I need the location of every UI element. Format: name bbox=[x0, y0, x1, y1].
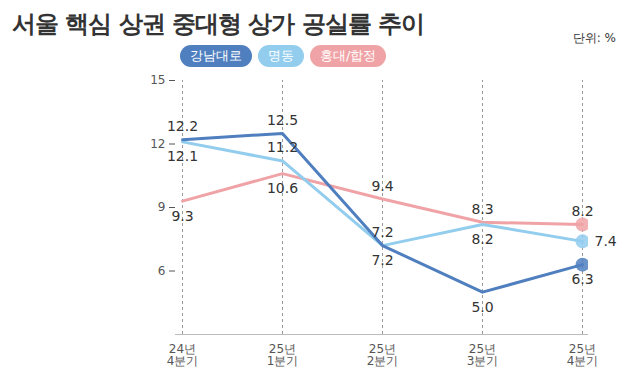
html-text:강남대로: 강남대로 bbox=[190, 48, 242, 63]
svg-text:7.2: 7.2 bbox=[371, 224, 393, 240]
svg-text:5.0: 5.0 bbox=[471, 299, 493, 315]
svg-text:25년1분기: 25년1분기 bbox=[267, 342, 299, 368]
svg-text:8.2: 8.2 bbox=[571, 203, 593, 219]
svg-text:8.3: 8.3 bbox=[471, 201, 493, 217]
svg-text:25년3분기: 25년3분기 bbox=[467, 342, 499, 368]
svg-text:11.2: 11.2 bbox=[267, 139, 298, 155]
svg-text:9.4: 9.4 bbox=[371, 178, 393, 194]
html-text:명동: 명동 bbox=[268, 48, 294, 63]
html-text:서울 핵심 상권 중대형 상가 공실률 추이: 서울 핵심 상권 중대형 상가 공실률 추이 bbox=[12, 10, 425, 38]
svg-text:15: 15 bbox=[150, 73, 165, 87]
svg-text:8.2: 8.2 bbox=[471, 231, 493, 247]
svg-text:7.4: 7.4 bbox=[595, 233, 617, 249]
svg-text:12.1: 12.1 bbox=[167, 148, 198, 164]
svg-text:12.2: 12.2 bbox=[167, 118, 198, 134]
svg-text:6.3: 6.3 bbox=[571, 271, 593, 287]
svg-text:12.5: 12.5 bbox=[267, 112, 298, 128]
svg-text:9: 9 bbox=[158, 200, 166, 214]
html-text:단위: %: 단위: % bbox=[572, 31, 616, 45]
svg-text:7.2: 7.2 bbox=[371, 252, 393, 268]
svg-text:24년4분기: 24년4분기 bbox=[167, 342, 199, 368]
svg-text:9.3: 9.3 bbox=[171, 208, 193, 224]
svg-text:25년4분기: 25년4분기 bbox=[567, 342, 599, 368]
svg-text:25년2분기: 25년2분기 bbox=[367, 342, 399, 368]
svg-text:12: 12 bbox=[150, 137, 165, 151]
svg-text:6: 6 bbox=[158, 264, 166, 278]
svg-text:10.6: 10.6 bbox=[267, 180, 298, 196]
html-text:홍대/합정: 홍대/합정 bbox=[320, 48, 377, 63]
